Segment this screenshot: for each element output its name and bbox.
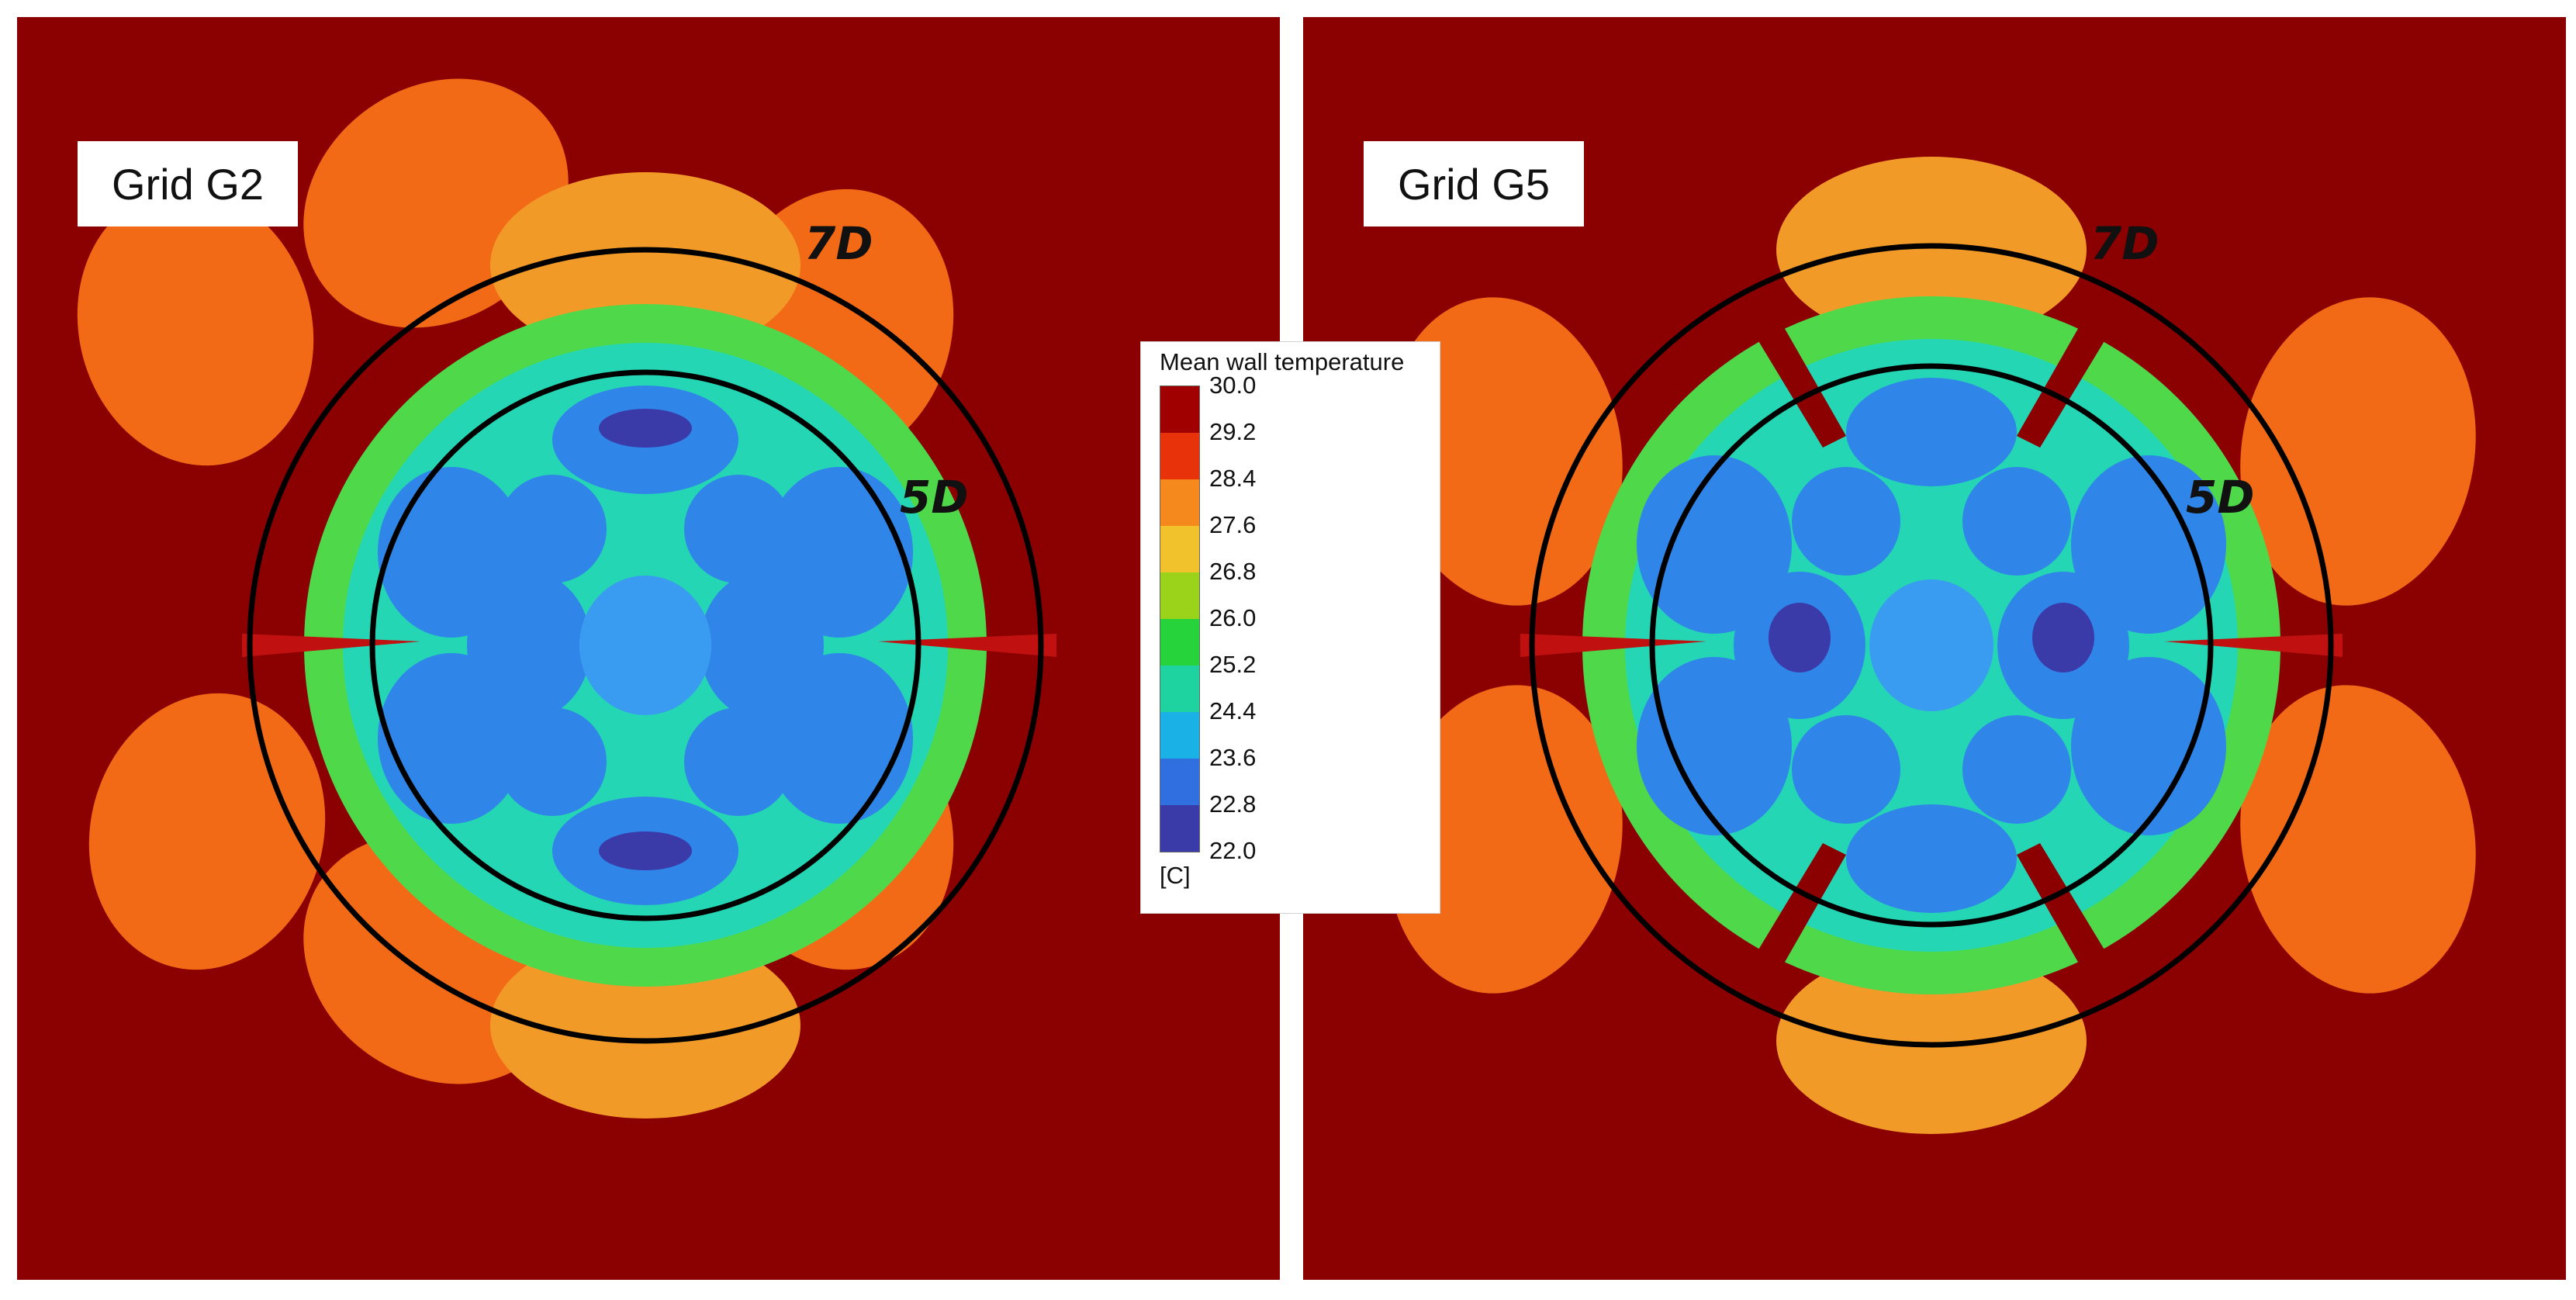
hot-streak <box>1722 273 1846 448</box>
hot-streak <box>2017 843 2141 1018</box>
grid-label: Grid G2 <box>78 141 298 226</box>
legend-color-segment <box>1160 666 1199 712</box>
outer-ring-7d <box>1529 243 2334 1048</box>
ring-label-5d: 5D <box>2186 471 2255 524</box>
legend-tick-label: 26.8 <box>1209 558 1257 585</box>
legend-tick-label: 28.4 <box>1209 465 1257 492</box>
legend-tick-label: 27.6 <box>1209 511 1257 538</box>
legend-color-segment <box>1160 712 1199 759</box>
legend-color-segment <box>1160 759 1199 805</box>
legend-tick-label: 23.6 <box>1209 744 1257 771</box>
inner-ring-5d <box>1649 363 2214 928</box>
legend-color-segment <box>1160 805 1199 852</box>
legend-tick-label: 25.2 <box>1209 651 1257 678</box>
cool-cells <box>1637 378 2226 913</box>
hot-wedge-right <box>878 634 1056 657</box>
contour-panel-g2: Grid G2 7D 5D <box>17 17 1280 1280</box>
hot-wedge-left <box>1520 634 1706 657</box>
legend-tick-label: 22.8 <box>1209 790 1257 818</box>
outer-ring-7d <box>247 247 1044 1044</box>
legend-title: Mean wall temperature <box>1160 348 1405 375</box>
legend-color-segment <box>1160 526 1199 572</box>
legend-color-segment <box>1160 619 1199 666</box>
hot-streak <box>2017 273 2141 448</box>
temperature-contour-plot-g2 <box>77 78 1056 1118</box>
outer-warm-lobes <box>77 78 954 1118</box>
legend-color-segment <box>1160 479 1199 526</box>
legend-color-bar <box>1160 386 1200 852</box>
contour-panel-g5: Grid G5 7D 5D <box>1303 17 2566 1280</box>
ring-label-5d: 5D <box>900 471 969 524</box>
legend-color-segment <box>1160 572 1199 619</box>
legend-tick-label: 29.2 <box>1209 418 1257 445</box>
legend-unit: [C] <box>1160 862 1191 889</box>
color-legend: Mean wall temperature 30.0 29.2 28.4 27.6 26… <box>1140 341 1440 914</box>
temperature-contour-plot-g5 <box>1387 157 2476 1134</box>
outer-warm-lobes <box>1387 157 2476 1134</box>
legend-tick-labels: 30.0 29.2 28.4 27.6 26.8 26.0 25.2 24.4 23.6 22.8… <box>1209 370 1302 866</box>
ring-label-7d: 7D <box>804 217 873 270</box>
grid-label: Grid G5 <box>1364 141 1584 226</box>
legend-tick-label: 24.4 <box>1209 697 1257 724</box>
hot-streak <box>1722 843 1846 1018</box>
inner-ring-5d <box>369 369 921 921</box>
legend-tick-label: 30.0 <box>1209 372 1257 399</box>
cool-cells <box>378 386 913 905</box>
hot-wedge-left <box>242 634 420 657</box>
legend-tick-label: 26.0 <box>1209 604 1257 631</box>
legend-tick-label: 22.0 <box>1209 837 1257 864</box>
legend-color-segment <box>1160 433 1199 479</box>
ring-label-7d: 7D <box>2090 217 2159 270</box>
legend-color-segment <box>1160 386 1199 433</box>
